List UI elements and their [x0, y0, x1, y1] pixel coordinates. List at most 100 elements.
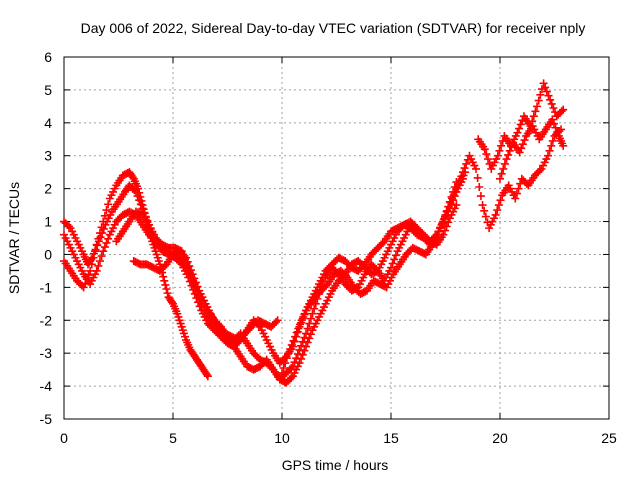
data-point: [442, 222, 451, 231]
data-point: [282, 354, 291, 363]
data-point: [444, 218, 453, 227]
data-point: [297, 354, 306, 363]
series-track-5: [129, 247, 282, 345]
data-point: [303, 324, 312, 333]
data-point: [303, 338, 312, 347]
data-point: [516, 120, 525, 129]
data-point: [295, 359, 304, 368]
data-point: [167, 298, 176, 307]
data-point: [520, 136, 529, 145]
data-point: [539, 79, 548, 88]
data-point: [193, 282, 202, 291]
y-tick-label: -2: [40, 312, 53, 328]
data-point: [294, 324, 303, 333]
data-point: [517, 144, 526, 153]
axis-ticks: 0 5 10 15 20 25 -5 -4 -3 -2 -1 0 1 2 3 4 5 6: [40, 49, 617, 446]
data-point: [529, 112, 538, 121]
data-point: [131, 187, 140, 196]
data-point: [100, 243, 109, 252]
data-point: [457, 172, 466, 181]
data-point: [496, 196, 505, 205]
data-point: [441, 210, 450, 219]
data-point: [515, 148, 524, 157]
data-point: [553, 127, 562, 136]
data-point: [494, 201, 503, 210]
data-point: [547, 99, 556, 108]
data-point: [462, 159, 471, 168]
data-point: [557, 107, 566, 116]
data-point: [531, 107, 540, 116]
data-point: [88, 253, 97, 262]
data-point: [440, 226, 449, 235]
data-point: [534, 96, 543, 105]
data-point: [160, 276, 169, 285]
data-point: [499, 164, 508, 173]
data-point: [287, 373, 296, 382]
data-point: [290, 358, 299, 367]
series-track-9: [496, 115, 568, 183]
data-point: [491, 210, 500, 219]
data-point: [292, 328, 301, 337]
chart-title: Day 006 of 2022, Sidereal Day-to-day VTE…: [81, 20, 586, 36]
data-point: [308, 309, 317, 318]
data-point: [559, 141, 568, 150]
data-point: [547, 141, 556, 150]
y-tick-label: 4: [44, 115, 52, 131]
x-tick-label: 15: [383, 430, 399, 446]
data-point: [452, 201, 461, 210]
grid-lines: [64, 57, 609, 419]
y-tick-label: 5: [44, 82, 52, 98]
data-point: [497, 141, 506, 150]
data-point: [273, 316, 282, 325]
data-point: [99, 247, 108, 256]
data-point: [372, 267, 381, 276]
y-tick-label: -5: [40, 411, 53, 427]
data-point: [300, 333, 309, 342]
y-tick-label: -3: [40, 345, 53, 361]
data-point: [102, 238, 111, 247]
data-point: [301, 329, 310, 338]
data-point: [542, 87, 551, 96]
data-point: [93, 241, 102, 250]
data-point: [496, 174, 504, 183]
data-point: [482, 150, 491, 159]
data-point: [518, 140, 527, 149]
data-points: [60, 79, 568, 387]
data-point: [341, 271, 350, 280]
data-point: [295, 345, 304, 354]
data-point: [480, 206, 489, 215]
plot-frame: [63, 56, 610, 420]
series-track-7: [452, 125, 566, 233]
data-point: [272, 317, 281, 326]
data-point: [287, 340, 296, 349]
data-point: [439, 215, 448, 224]
data-point: [92, 266, 101, 275]
y-tick-label: 6: [44, 49, 52, 65]
data-point: [387, 263, 395, 272]
data-point: [500, 159, 509, 168]
data-point: [306, 314, 315, 323]
data-point: [322, 281, 331, 290]
data-point: [191, 278, 200, 287]
x-tick-label: 5: [169, 430, 177, 446]
data-point: [513, 128, 522, 137]
data-point: [202, 370, 211, 379]
data-point: [548, 115, 557, 124]
data-point: [460, 164, 469, 173]
data-point: [533, 102, 542, 111]
data-point: [162, 285, 171, 294]
data-point: [79, 283, 88, 292]
data-point: [130, 186, 139, 195]
data-point: [298, 337, 307, 346]
data-point: [512, 189, 521, 198]
data-point: [287, 363, 296, 372]
data-point: [186, 266, 195, 275]
data-point: [297, 341, 306, 350]
data-point: [133, 192, 142, 201]
data-point: [291, 332, 300, 341]
data-point: [182, 253, 191, 262]
x-axis-label: GPS time / hours: [282, 457, 389, 473]
data-point: [541, 83, 550, 92]
data-point: [549, 119, 558, 128]
data-point: [300, 346, 309, 355]
